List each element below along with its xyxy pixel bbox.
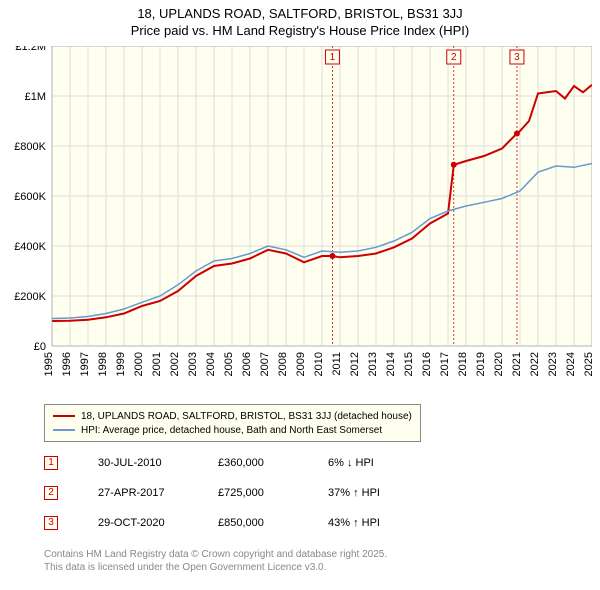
footer-line2: This data is licensed under the Open Gov…	[44, 561, 387, 574]
svg-text:1998: 1998	[97, 352, 109, 376]
svg-text:2011: 2011	[331, 352, 343, 376]
event-pct: 37% ↑ HPI	[328, 487, 418, 499]
event-date: 30-JUL-2010	[98, 457, 218, 469]
chart-svg: £0 £200K £400K £600K £800K £1M £1.2M 1995 1996 19…	[8, 46, 592, 394]
event-row: 3 29-OCT-2020£850,00043% ↑ HPI	[44, 508, 418, 538]
event-marker-num: 1	[44, 456, 58, 470]
svg-text:£200K: £200K	[14, 291, 46, 303]
svg-text:£400K: £400K	[14, 241, 46, 253]
event-date: 29-OCT-2020	[98, 517, 218, 529]
chart-title-line2: Price paid vs. HM Land Registry's House …	[0, 21, 600, 38]
svg-text:2020: 2020	[493, 352, 505, 376]
event-marker-num: 3	[44, 516, 58, 530]
svg-text:2008: 2008	[277, 352, 289, 376]
svg-text:2025: 2025	[583, 352, 592, 376]
svg-text:2005: 2005	[223, 352, 235, 376]
footer-line1: Contains HM Land Registry data © Crown c…	[44, 548, 387, 561]
svg-text:2024: 2024	[565, 352, 577, 376]
svg-text:2006: 2006	[241, 352, 253, 376]
legend-row: 18, UPLANDS ROAD, SALTFORD, BRISTOL, BS3…	[53, 409, 412, 423]
svg-text:2004: 2004	[205, 352, 217, 376]
svg-text:2021: 2021	[511, 352, 523, 376]
svg-text:2013: 2013	[367, 352, 379, 376]
event-price: £360,000	[218, 457, 328, 469]
svg-text:£1M: £1M	[25, 91, 46, 103]
legend: 18, UPLANDS ROAD, SALTFORD, BRISTOL, BS3…	[44, 404, 421, 442]
svg-text:£1.2M: £1.2M	[15, 46, 46, 53]
svg-text:2018: 2018	[457, 352, 469, 376]
event-pct: 43% ↑ HPI	[328, 517, 418, 529]
chart-container: 18, UPLANDS ROAD, SALTFORD, BRISTOL, BS3…	[0, 0, 600, 590]
event-row: 2 27-APR-2017£725,00037% ↑ HPI	[44, 478, 418, 508]
svg-text:2007: 2007	[259, 352, 271, 376]
footer-attribution: Contains HM Land Registry data © Crown c…	[44, 548, 387, 574]
svg-text:2017: 2017	[439, 352, 451, 376]
svg-text:£0: £0	[34, 341, 46, 353]
svg-text:1: 1	[330, 52, 336, 63]
svg-text:2012: 2012	[349, 352, 361, 376]
event-price: £850,000	[218, 517, 328, 529]
svg-text:1995: 1995	[43, 352, 55, 376]
svg-text:2019: 2019	[475, 352, 487, 376]
event-marker-num: 2	[44, 486, 58, 500]
svg-text:2015: 2015	[403, 352, 415, 376]
svg-text:1999: 1999	[115, 352, 127, 376]
svg-text:2000: 2000	[133, 352, 145, 376]
svg-text:2010: 2010	[313, 352, 325, 376]
svg-text:£800K: £800K	[14, 141, 46, 153]
legend-label: 18, UPLANDS ROAD, SALTFORD, BRISTOL, BS3…	[81, 411, 412, 422]
legend-row: HPI: Average price, detached house, Bath…	[53, 423, 412, 437]
legend-swatch	[53, 429, 75, 431]
svg-text:2009: 2009	[295, 352, 307, 376]
svg-text:1996: 1996	[61, 352, 73, 376]
event-pct: 6% ↓ HPI	[328, 457, 418, 469]
svg-text:3: 3	[514, 52, 520, 63]
svg-text:2016: 2016	[421, 352, 433, 376]
event-price: £725,000	[218, 487, 328, 499]
svg-text:2003: 2003	[187, 352, 199, 376]
legend-swatch	[53, 415, 75, 417]
svg-text:2023: 2023	[547, 352, 559, 376]
svg-text:2: 2	[451, 52, 457, 63]
svg-text:1997: 1997	[79, 352, 91, 376]
event-date: 27-APR-2017	[98, 487, 218, 499]
event-row: 1 30-JUL-2010£360,0006% ↓ HPI	[44, 448, 418, 478]
chart-title-line1: 18, UPLANDS ROAD, SALTFORD, BRISTOL, BS3…	[0, 0, 600, 21]
events-table: 1 30-JUL-2010£360,0006% ↓ HPI 2 27-APR-2017…	[44, 448, 418, 538]
svg-text:2002: 2002	[169, 352, 181, 376]
svg-text:£600K: £600K	[14, 191, 46, 203]
svg-text:2014: 2014	[385, 352, 397, 376]
svg-text:2001: 2001	[151, 352, 163, 376]
chart-area: £0 £200K £400K £600K £800K £1M £1.2M 1995 1996 19…	[8, 46, 592, 394]
legend-label: HPI: Average price, detached house, Bath…	[81, 425, 382, 436]
svg-text:2022: 2022	[529, 352, 541, 376]
